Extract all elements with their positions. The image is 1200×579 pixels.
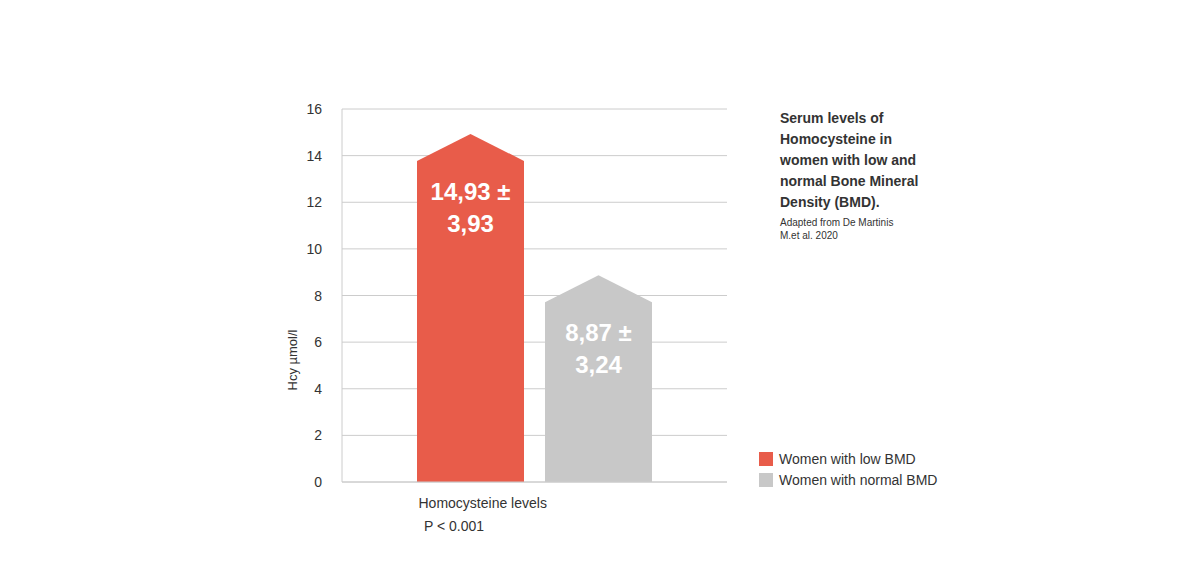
html-text:Adapted from De Martinis M.et: Adapted from De Martinis M.et al. 2020 bbox=[780, 217, 894, 241]
svg-text:Homocysteine levels: Homocysteine levels bbox=[419, 495, 547, 511]
svg-text:16: 16 bbox=[306, 101, 322, 117]
svg-text:12: 12 bbox=[306, 194, 322, 210]
svg-text:14: 14 bbox=[306, 148, 322, 164]
html-text:Serum levels of Homocysteine i: Serum levels of Homocysteine in women wi… bbox=[780, 110, 919, 210]
svg-text:0: 0 bbox=[314, 474, 322, 490]
html-text:Women with low BMD: Women with low BMD bbox=[779, 450, 916, 467]
svg-text:14,93 ±3,93: 14,93 ±3,93 bbox=[431, 178, 511, 237]
svg-text:2: 2 bbox=[314, 427, 322, 443]
html-text:Women with normal BMD: Women with normal BMD bbox=[779, 471, 938, 488]
html-text:P < 0.001: P < 0.001 bbox=[424, 518, 485, 534]
svg-text:8: 8 bbox=[314, 288, 322, 304]
html-text:Hcy µmol/l: Hcy µmol/l bbox=[284, 329, 300, 391]
svg-text:10: 10 bbox=[306, 241, 322, 257]
svg-text:4: 4 bbox=[314, 381, 322, 397]
svg-text:8,87 ±3,24: 8,87 ±3,24 bbox=[565, 319, 632, 378]
svg-text:6: 6 bbox=[314, 334, 322, 350]
